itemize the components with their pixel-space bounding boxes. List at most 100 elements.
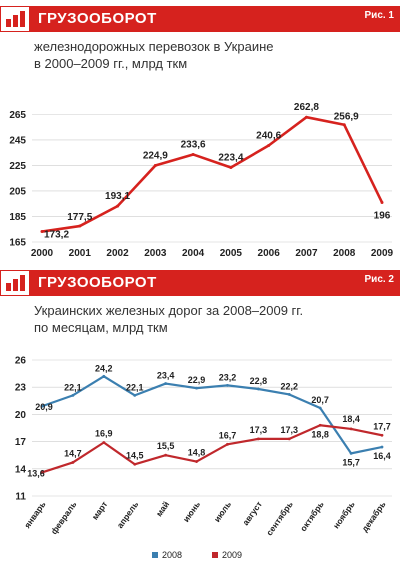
y-tick-label: 11 <box>15 492 26 503</box>
data-label: 14,7 <box>64 448 82 458</box>
data-point <box>116 204 120 208</box>
data-point <box>380 445 384 449</box>
data-label: 173,2 <box>44 230 69 241</box>
x-tick-label: октябрь <box>298 499 326 533</box>
chart1-plot: 165 185 205 225 245 265 2000 2001 2002 2003 2004 20… <box>9 102 394 259</box>
x-tick-label: 2000 <box>31 248 54 259</box>
y-tick-label: 14 <box>15 464 27 475</box>
x-tick-label: 2001 <box>69 248 92 259</box>
data-point <box>71 393 75 397</box>
y-tick-label: 245 <box>9 135 26 146</box>
x-tick-label: январь <box>22 499 48 530</box>
x-tick-label: ноябрь <box>331 499 357 530</box>
data-point <box>133 393 137 397</box>
bar-chart-icon <box>0 6 30 32</box>
x-tick-label: 2005 <box>220 248 243 259</box>
data-point <box>349 451 353 455</box>
y-tick-label: 23 <box>15 383 27 394</box>
chart1-title: ГРУЗООБОРОТ <box>38 10 157 27</box>
data-point <box>318 406 322 410</box>
data-point <box>287 437 291 441</box>
y-tick-label: 26 <box>15 356 27 367</box>
x-tick-label: май <box>154 499 171 518</box>
data-point <box>304 115 308 119</box>
data-label: 20,9 <box>35 402 53 412</box>
data-label: 17,3 <box>250 425 268 435</box>
data-label: 233,6 <box>181 139 206 150</box>
y-tick-label: 17 <box>15 437 27 448</box>
data-point <box>40 471 44 474</box>
data-point <box>71 461 75 464</box>
x-tick-label: 2004 <box>182 248 205 259</box>
data-point <box>349 427 353 431</box>
data-point <box>102 441 106 444</box>
legend-swatch-2009 <box>212 552 218 558</box>
legend-label-2009: 2009 <box>222 550 243 560</box>
data-point <box>195 386 198 390</box>
data-point <box>229 165 233 169</box>
legend-swatch-2008 <box>152 552 158 558</box>
x-tick-label: 2009 <box>371 248 394 259</box>
data-label: 22,2 <box>281 381 299 391</box>
chart2-subtitle: Украинских железных дорог за 2008–2009 г… <box>34 302 303 336</box>
data-point <box>318 423 322 427</box>
data-label: 16,7 <box>219 430 237 440</box>
data-point <box>342 123 346 127</box>
x-tick-label: 2003 <box>144 248 167 259</box>
data-point <box>256 387 260 391</box>
chart1-subtitle: железнодорожных перевозок в Украине в 20… <box>34 38 274 72</box>
data-label: 223,4 <box>218 152 243 163</box>
x-tick-label: февраль <box>49 499 79 536</box>
chart1-subtitle-line1: железнодорожных перевозок в Украине <box>34 39 274 54</box>
data-point <box>164 453 168 457</box>
data-point <box>195 460 198 463</box>
data-label: 22,1 <box>64 382 82 392</box>
data-point <box>40 230 44 234</box>
legend-label-2008: 2008 <box>162 550 183 560</box>
series-line-2008 <box>41 375 383 455</box>
data-point <box>380 200 384 204</box>
data-label: 17,7 <box>373 421 391 431</box>
data-label: 22,1 <box>126 382 144 392</box>
data-point <box>226 383 229 387</box>
data-label: 20,7 <box>311 395 329 405</box>
data-label: 23,2 <box>219 372 237 382</box>
chart2-figure-number: Рис. 2 <box>364 274 395 285</box>
data-label: 262,8 <box>294 102 319 113</box>
chart2-banner: ГРУЗООБОРОТ Рис. 2 <box>0 270 400 296</box>
data-point <box>153 164 157 168</box>
data-label: 240,6 <box>256 131 281 142</box>
bar-chart-icon <box>0 270 30 296</box>
data-point <box>102 374 106 378</box>
data-point <box>380 433 384 437</box>
x-tick-label: сентябрь <box>264 499 295 537</box>
x-tick-label: 2007 <box>295 248 318 259</box>
data-label: 15,5 <box>157 441 175 451</box>
y-tick-label: 185 <box>9 212 26 223</box>
data-label: 196 <box>374 210 391 221</box>
x-tick-label: 2006 <box>258 248 281 259</box>
data-point <box>133 462 137 466</box>
data-point <box>226 442 229 446</box>
data-point <box>267 144 271 148</box>
data-label: 22,8 <box>250 376 268 386</box>
chart2-subtitle-line2: по месяцам, млрд ткм <box>34 320 168 335</box>
data-label: 13,6 <box>27 468 45 478</box>
y-tick-label: 225 <box>9 161 26 172</box>
y-tick-label: 265 <box>9 110 26 121</box>
data-label: 22,9 <box>188 375 206 385</box>
data-label: 177,5 <box>67 212 92 223</box>
data-label: 18,4 <box>342 414 360 424</box>
data-label: 15,7 <box>342 457 360 467</box>
chart1-subtitle-line2: в 2000–2009 гг., млрд ткм <box>34 56 188 71</box>
data-label: 24,2 <box>95 363 113 373</box>
data-label: 14,8 <box>188 448 206 458</box>
x-tick-label: декабрь <box>359 499 387 533</box>
y-tick-label: 20 <box>15 410 27 421</box>
data-label: 256,9 <box>334 112 359 123</box>
series-line-2009 <box>41 424 383 474</box>
data-label: 224,9 <box>143 151 168 162</box>
chart1-banner: ГРУЗООБОРОТ Рис. 1 <box>0 6 400 32</box>
data-label: 23,4 <box>157 371 175 381</box>
